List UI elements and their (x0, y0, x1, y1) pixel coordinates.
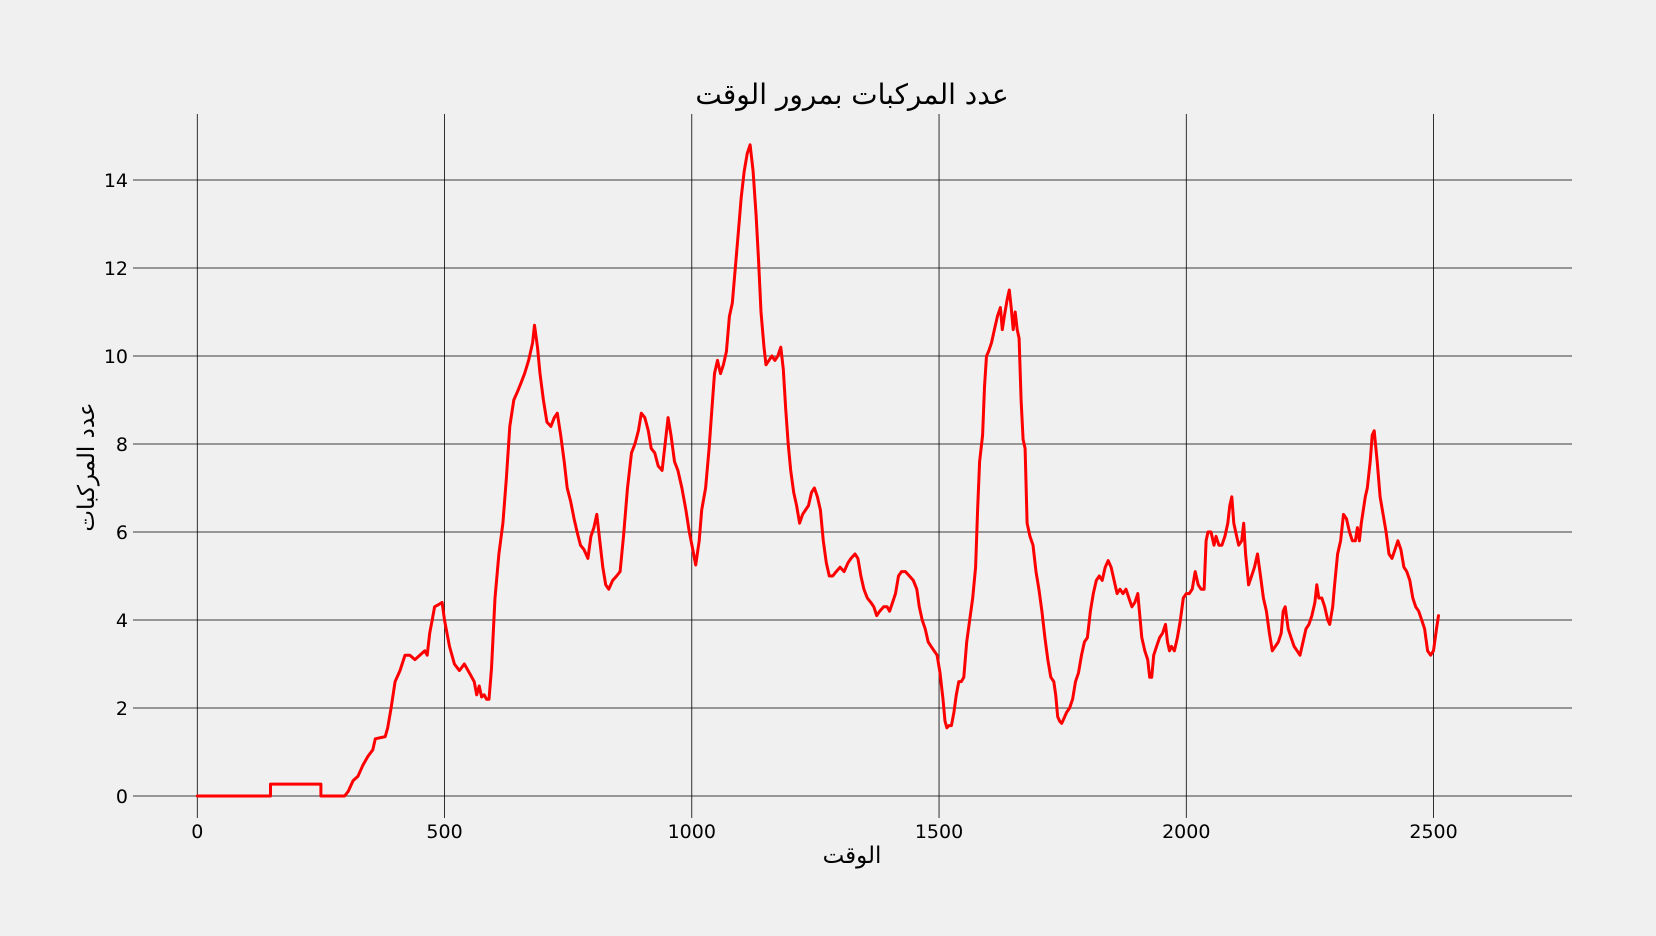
x-tick-label: 1500 (915, 821, 963, 843)
y-tick-label: 6 (116, 522, 128, 544)
grid (133, 114, 1572, 818)
x-axis-title: الوقت (823, 843, 882, 869)
y-tick-label: 14 (104, 170, 128, 192)
y-tick-label: 8 (116, 434, 128, 456)
y-tick-label: 4 (116, 610, 128, 632)
x-axis-ticks: 0 500 1000 1500 2000 2500 (191, 821, 1457, 843)
y-tick-label: 0 (116, 786, 128, 808)
y-tick-label: 2 (116, 698, 128, 720)
y-axis-ticks: 0 2 4 6 8 10 12 14 (104, 170, 128, 808)
chart-title: عدد المركبات بمرور الوقت (695, 78, 1008, 111)
x-tick-label: 2500 (1409, 821, 1457, 843)
y-tick-label: 10 (104, 346, 128, 368)
x-tick-label: 2000 (1162, 821, 1210, 843)
series-line (195, 143, 1440, 798)
x-tick-label: 1000 (668, 821, 716, 843)
series-layer (195, 143, 1440, 798)
y-axis-title: عدد المركبات (74, 402, 100, 531)
x-tick-label: 500 (426, 821, 462, 843)
x-tick-label: 0 (191, 821, 203, 843)
y-tick-label: 12 (104, 258, 128, 280)
